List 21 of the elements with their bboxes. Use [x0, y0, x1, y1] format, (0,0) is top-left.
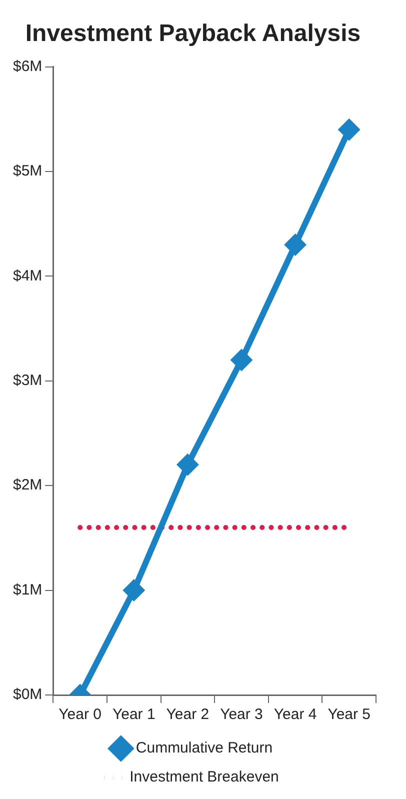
x-tick-label: Year 0 [58, 706, 102, 724]
y-tick-label: $4M [12, 267, 42, 284]
y-tick-label: $5M [12, 162, 42, 180]
x-tick-label: Year 4 [274, 706, 317, 724]
point [178, 454, 198, 475]
legend-label: Cummulative Return [136, 740, 273, 757]
y-tick-label: $6M [12, 58, 42, 75]
x-tick-label: Year 5 [328, 706, 371, 724]
y-tick-label: $3M [12, 372, 42, 390]
y-tick-label: $1M [12, 581, 42, 598]
x-tick-label: Year 1 [112, 706, 156, 724]
x-tick-label: Year 3 [220, 706, 263, 724]
legend-label: Investment Breakeven [130, 768, 279, 786]
y-tick-label: $2M [12, 476, 42, 494]
y-tick-label: $0M [12, 686, 42, 704]
point [339, 120, 360, 140]
point [231, 350, 252, 370]
point [124, 580, 144, 600]
x-tick-label: Year 2 [166, 706, 210, 724]
chart-title: Investment Payback Analysis [25, 20, 361, 48]
point [285, 234, 306, 255]
